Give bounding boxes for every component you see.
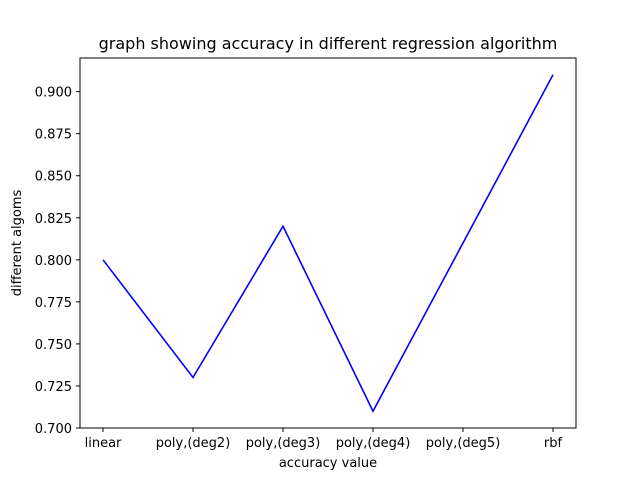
y-tick-label: 0.850 <box>35 170 72 185</box>
y-tick-label: 0.725 <box>35 380 72 395</box>
y-tick-label: 0.800 <box>35 254 72 269</box>
y-axis-label: different algoms <box>10 189 25 296</box>
chart-title: graph showing accuracy in different regr… <box>99 34 558 53</box>
x-tick-label: poly,(deg5) <box>426 436 501 451</box>
x-tick-label: poly,(deg4) <box>336 436 411 451</box>
y-tick-label: 0.825 <box>35 212 72 227</box>
y-tick-label: 0.875 <box>35 128 72 143</box>
series-line <box>102 74 554 413</box>
x-axis-label: accuracy value <box>279 456 377 471</box>
series-layer <box>102 74 554 413</box>
x-axis-ticks: linear poly,(deg2) poly,(deg3) poly,(deg4) p… <box>85 428 563 451</box>
plot-frame <box>79 57 577 429</box>
x-tick-label: linear <box>85 436 122 451</box>
y-tick-label: 0.750 <box>35 338 72 353</box>
y-axis-ticks: 0.700 0.725 0.750 0.775 0.800 0.825 0.850 0.875… <box>35 86 80 437</box>
y-tick-label: 0.775 <box>35 296 72 311</box>
x-tick-label: poly,(deg2) <box>156 436 231 451</box>
y-tick-label: 0.700 <box>35 422 72 437</box>
x-tick-label: rbf <box>544 436 563 451</box>
x-tick-label: poly,(deg3) <box>246 436 321 451</box>
y-tick-label: 0.900 <box>35 86 72 101</box>
